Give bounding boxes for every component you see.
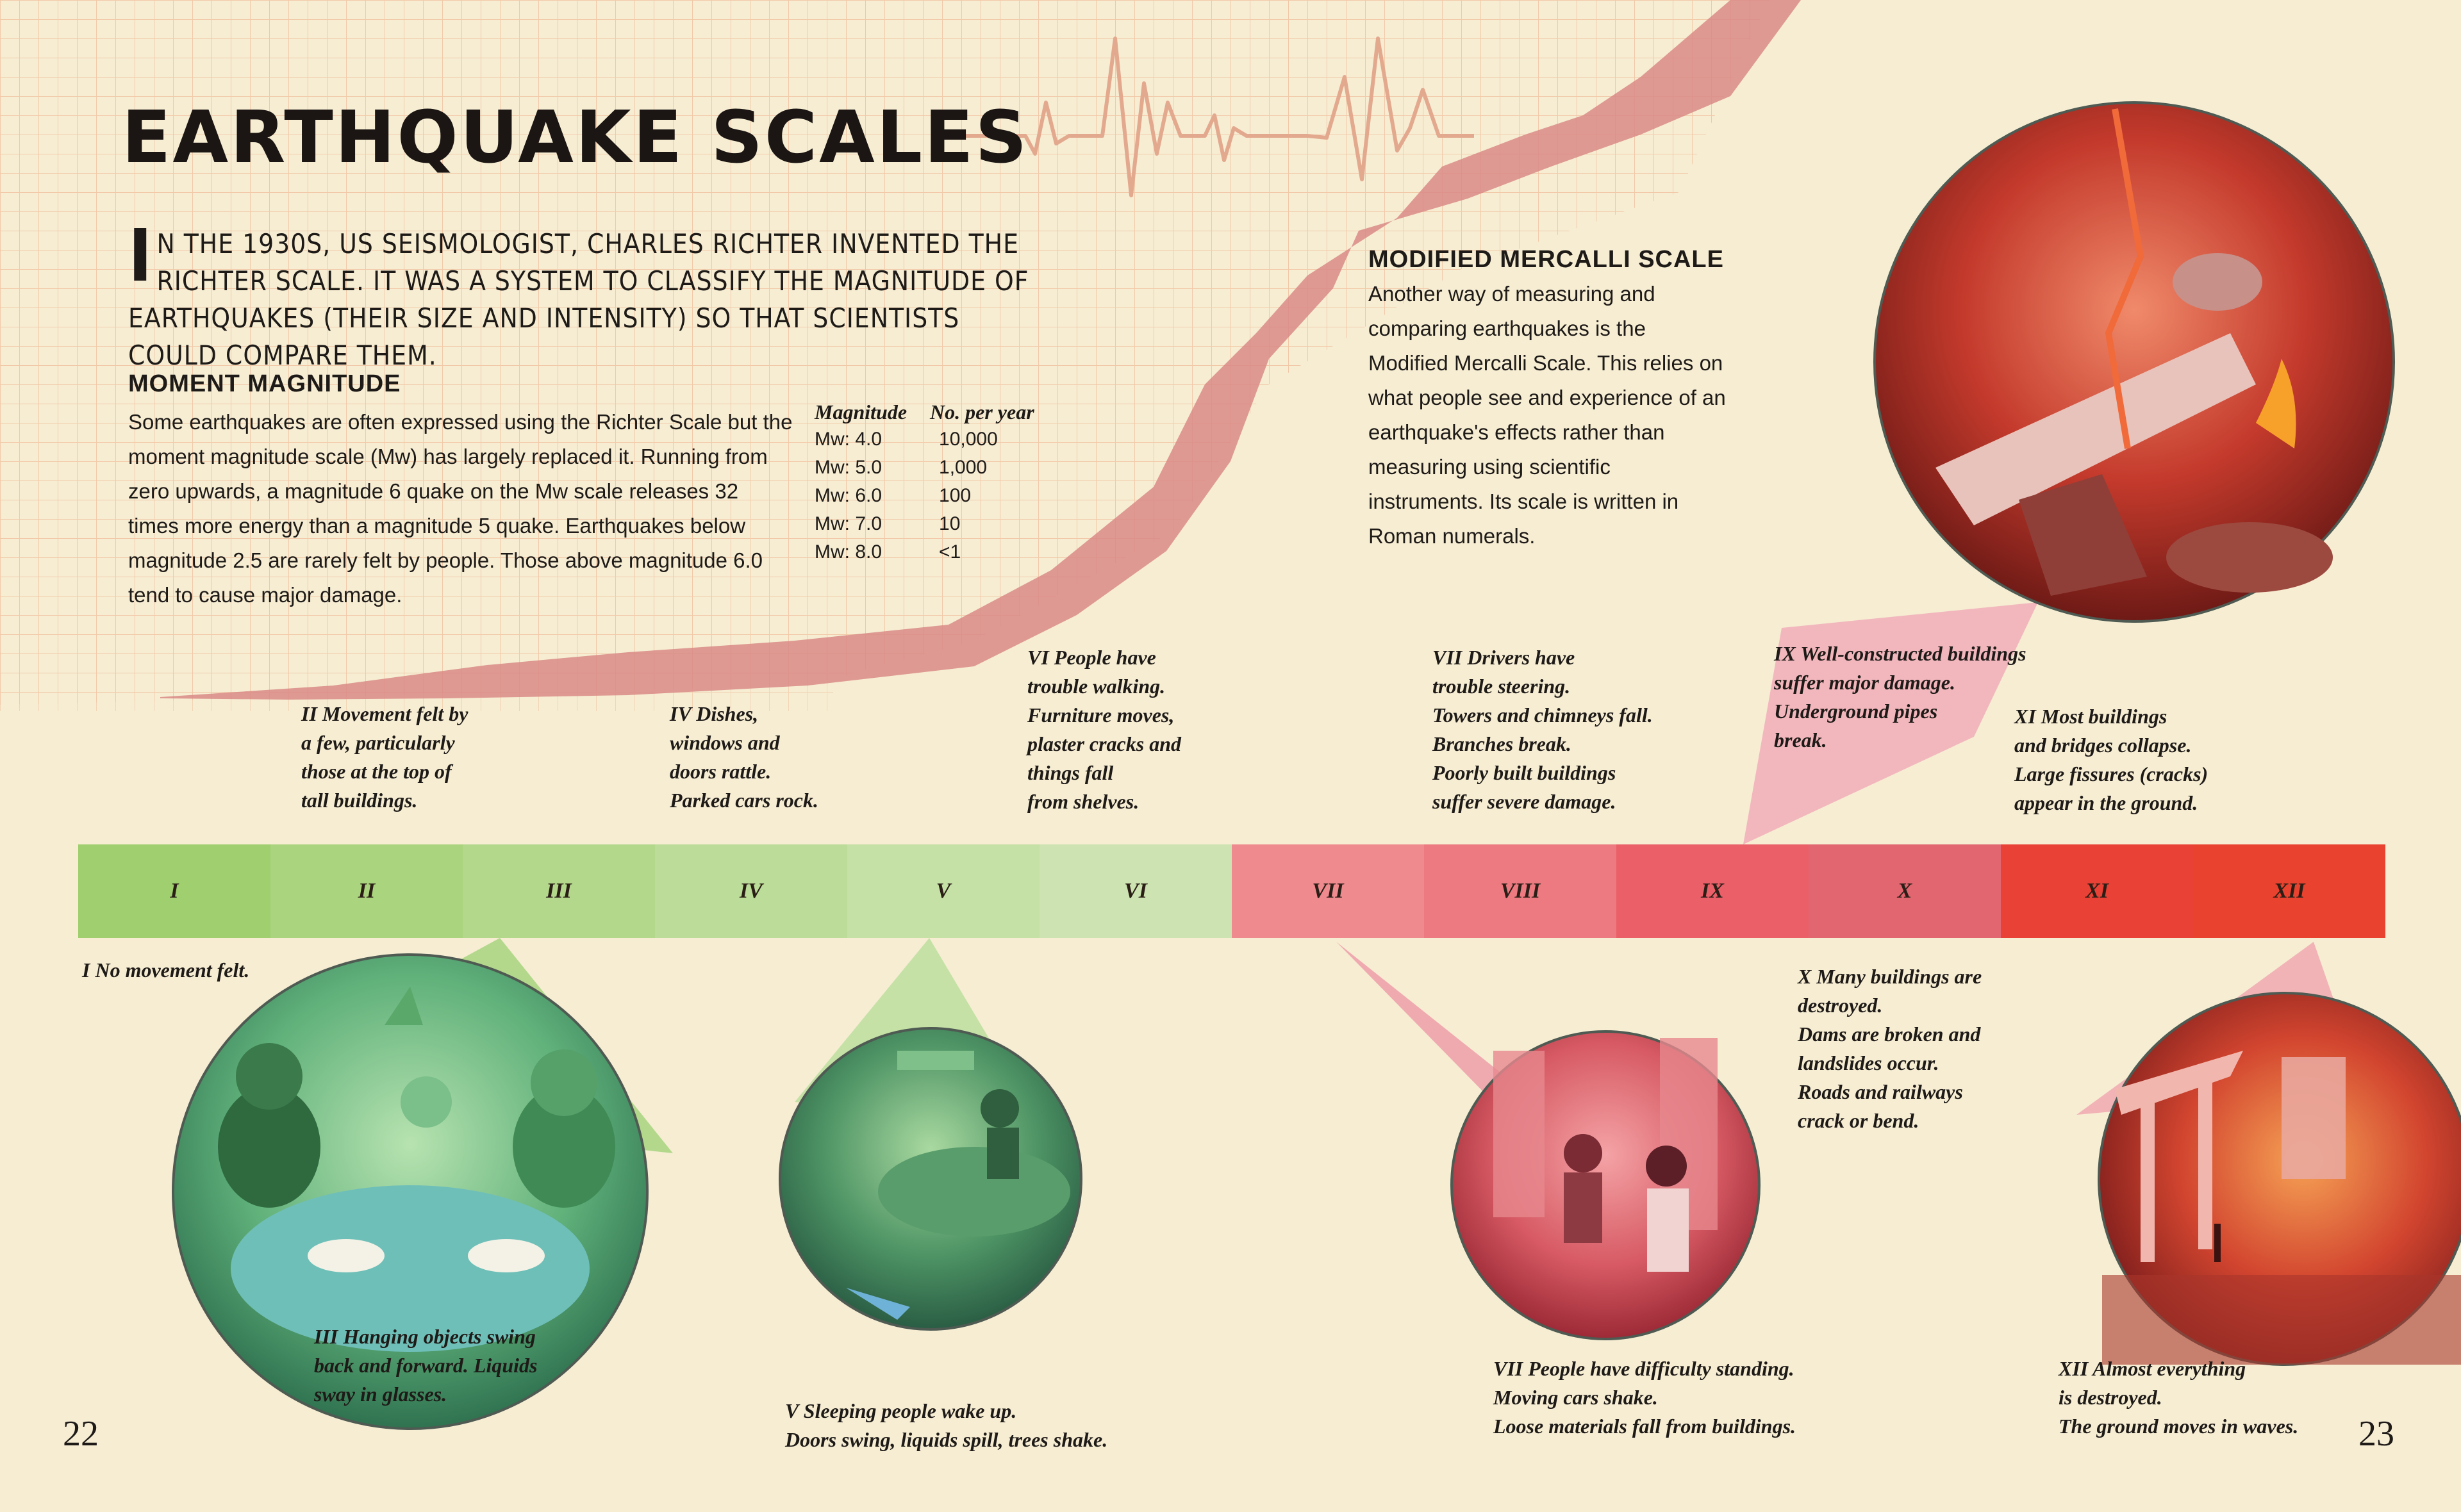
table-cell: Mw: 7.0 (815, 513, 882, 534)
scale-level-4: IV (655, 844, 847, 938)
mercalli-body: Another way of measuring and comparing e… (1368, 282, 1726, 548)
table-row: Mw: 5.0 1,000 (811, 456, 1054, 484)
note-level-6: VI People have trouble walking. Furnitur… (1027, 646, 1181, 813)
scale-level-1: I (78, 844, 270, 938)
note-level-7-standing: VII People have difficulty standing. Mov… (1493, 1357, 1796, 1438)
scale-level-5: V (847, 844, 1040, 938)
table-row: Mw: 6.0 100 (811, 484, 1054, 513)
scale-level-6: VI (1040, 844, 1232, 938)
page-number-right: 23 (2358, 1414, 2394, 1454)
moment-magnitude-heading: MOMENT MAGNITUDE (128, 370, 401, 397)
intro-drop-cap: I (128, 215, 153, 298)
table-cell: <1 (939, 541, 961, 563)
note-level-9: IX Well-constructed buildings suffer maj… (1774, 642, 2026, 752)
note-level-4: IV Dishes, windows and doors rattle. Par… (670, 702, 818, 812)
scale-level-11: XI (2001, 844, 2193, 938)
scale-level-10: X (1809, 844, 2001, 938)
table-cell: Mw: 4.0 (815, 429, 882, 450)
table-cell: 100 (939, 485, 972, 506)
note-level-2: II Movement felt by a few, particularly … (301, 702, 468, 812)
table-header: Magnitude (815, 400, 907, 423)
table-header-row: Magnitude No. per year (811, 400, 1054, 428)
scale-level-9: IX (1616, 844, 1809, 938)
table-cell: Mw: 5.0 (815, 457, 882, 478)
table-cell: 1,000 (939, 457, 988, 478)
note-level-5: V Sleeping people wake up. Doors swing, … (785, 1399, 1108, 1451)
mercalli-scale-bar: I II III IV V VI VII VIII IX X XI XII (78, 844, 2385, 938)
table-cell: 10 (939, 513, 961, 534)
note-level-3: III Hanging objects swing back and forwa… (314, 1325, 538, 1406)
table-row: Mw: 7.0 10 (811, 513, 1054, 541)
page-title: EARTHQUAKE SCALES (122, 96, 1029, 179)
intro-body: N THE 1930S, US SEISMOLOGIST, CHARLES RI… (128, 228, 1029, 371)
table-header: No. per year (930, 400, 1034, 423)
mercalli-heading: MODIFIED MERCALLI SCALE (1368, 246, 1724, 273)
table-row: Mw: 8.0 <1 (811, 541, 1054, 569)
scale-level-3: III (463, 844, 655, 938)
table-row: Mw: 4.0 10,000 (811, 428, 1054, 456)
note-level-1: I No movement felt. (82, 958, 250, 982)
scale-level-12: XII (2193, 844, 2385, 938)
note-level-11: XI Most buildings and bridges collapse. … (2014, 705, 2208, 814)
table-cell: 10,000 (939, 429, 998, 450)
moment-magnitude-body: Some earthquakes are often expressed usi… (128, 410, 793, 607)
page-number-left: 22 (63, 1414, 99, 1454)
note-level-12: XII Almost everything is destroyed. The … (2059, 1357, 2299, 1438)
scale-level-2: II (270, 844, 463, 938)
scale-level-8: VIII (1424, 844, 1616, 938)
magnitude-table: Magnitude No. per year Mw: 4.0 10,000 Mw… (811, 400, 1054, 569)
note-level-10: X Many buildings are destroyed. Dams are… (1798, 965, 1982, 1132)
table-cell: Mw: 6.0 (815, 485, 882, 506)
note-level-7-drivers: VII Drivers have trouble steering. Tower… (1432, 646, 1653, 813)
scale-level-7: VII (1232, 844, 1424, 938)
table-cell: Mw: 8.0 (815, 541, 882, 563)
